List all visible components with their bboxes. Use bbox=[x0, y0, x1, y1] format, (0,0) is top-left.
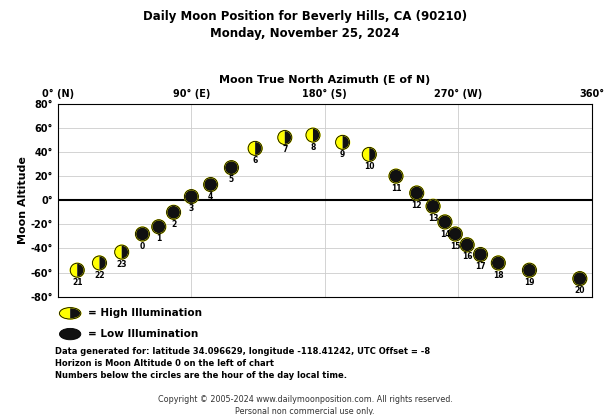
PathPatch shape bbox=[336, 135, 343, 149]
Text: 5: 5 bbox=[229, 175, 234, 184]
Text: Numbers below the circles are the hour of the day local time.: Numbers below the circles are the hour o… bbox=[55, 371, 347, 381]
PathPatch shape bbox=[369, 147, 376, 161]
Text: Data generated for: latitude 34.096629, longitude -118.41242, UTC Offset = -8: Data generated for: latitude 34.096629, … bbox=[55, 347, 430, 356]
Ellipse shape bbox=[204, 178, 218, 192]
Text: 17: 17 bbox=[475, 262, 486, 271]
Text: 3: 3 bbox=[188, 204, 194, 213]
Ellipse shape bbox=[426, 199, 440, 213]
Text: 0: 0 bbox=[140, 242, 145, 251]
Text: Monday, November 25, 2024: Monday, November 25, 2024 bbox=[210, 27, 400, 40]
Text: 23: 23 bbox=[117, 260, 127, 269]
Text: = High Illumination: = High Illumination bbox=[88, 308, 203, 318]
PathPatch shape bbox=[93, 256, 99, 270]
PathPatch shape bbox=[77, 263, 84, 277]
Text: 10: 10 bbox=[364, 162, 375, 171]
PathPatch shape bbox=[285, 131, 292, 144]
PathPatch shape bbox=[362, 147, 369, 161]
Text: 20: 20 bbox=[575, 286, 585, 295]
Text: = Low Illumination: = Low Illumination bbox=[88, 329, 199, 339]
PathPatch shape bbox=[115, 245, 122, 259]
Ellipse shape bbox=[135, 227, 149, 241]
PathPatch shape bbox=[99, 256, 107, 270]
Ellipse shape bbox=[184, 190, 198, 204]
Text: 15: 15 bbox=[450, 242, 461, 251]
Ellipse shape bbox=[491, 256, 505, 270]
Ellipse shape bbox=[389, 169, 403, 183]
Text: 13: 13 bbox=[428, 214, 439, 223]
Ellipse shape bbox=[573, 272, 587, 286]
Y-axis label: Moon Altitude: Moon Altitude bbox=[18, 156, 28, 244]
PathPatch shape bbox=[343, 135, 350, 149]
Ellipse shape bbox=[522, 263, 536, 277]
Text: Daily Moon Position for Beverly Hills, CA (90210): Daily Moon Position for Beverly Hills, C… bbox=[143, 10, 467, 23]
Ellipse shape bbox=[448, 227, 462, 241]
Text: 2: 2 bbox=[171, 220, 176, 229]
Text: 11: 11 bbox=[391, 184, 401, 193]
PathPatch shape bbox=[255, 142, 262, 155]
PathPatch shape bbox=[70, 263, 77, 277]
Text: 1: 1 bbox=[156, 234, 162, 243]
Text: 7: 7 bbox=[282, 145, 287, 154]
Text: 16: 16 bbox=[462, 252, 472, 261]
Text: 21: 21 bbox=[72, 278, 82, 287]
PathPatch shape bbox=[248, 142, 255, 155]
Ellipse shape bbox=[460, 238, 474, 252]
Text: Copyright © 2005-2024 www.dailymoonposition.com. All rights reserved.: Copyright © 2005-2024 www.dailymoonposit… bbox=[157, 395, 453, 404]
Text: 19: 19 bbox=[524, 278, 535, 287]
Ellipse shape bbox=[410, 186, 424, 200]
Text: 6: 6 bbox=[253, 156, 258, 165]
Text: 4: 4 bbox=[208, 192, 214, 201]
Text: Personal non commercial use only.: Personal non commercial use only. bbox=[235, 407, 375, 415]
Text: Horizon is Moon Altitude 0 on the left of chart: Horizon is Moon Altitude 0 on the left o… bbox=[55, 359, 274, 368]
PathPatch shape bbox=[70, 308, 81, 319]
PathPatch shape bbox=[313, 128, 320, 142]
Ellipse shape bbox=[60, 328, 81, 340]
PathPatch shape bbox=[122, 245, 129, 259]
Ellipse shape bbox=[438, 215, 452, 229]
Ellipse shape bbox=[152, 220, 166, 234]
Text: 8: 8 bbox=[310, 143, 315, 152]
Ellipse shape bbox=[224, 161, 239, 175]
Ellipse shape bbox=[167, 205, 181, 219]
PathPatch shape bbox=[306, 128, 313, 142]
PathPatch shape bbox=[278, 131, 285, 144]
X-axis label: Moon True North Azimuth (E of N): Moon True North Azimuth (E of N) bbox=[219, 75, 431, 85]
Text: 12: 12 bbox=[412, 200, 422, 210]
Text: 9: 9 bbox=[340, 150, 345, 159]
Text: 22: 22 bbox=[94, 271, 105, 280]
Text: 14: 14 bbox=[440, 229, 450, 239]
Ellipse shape bbox=[473, 247, 487, 261]
Text: 18: 18 bbox=[493, 271, 504, 280]
PathPatch shape bbox=[60, 308, 70, 319]
